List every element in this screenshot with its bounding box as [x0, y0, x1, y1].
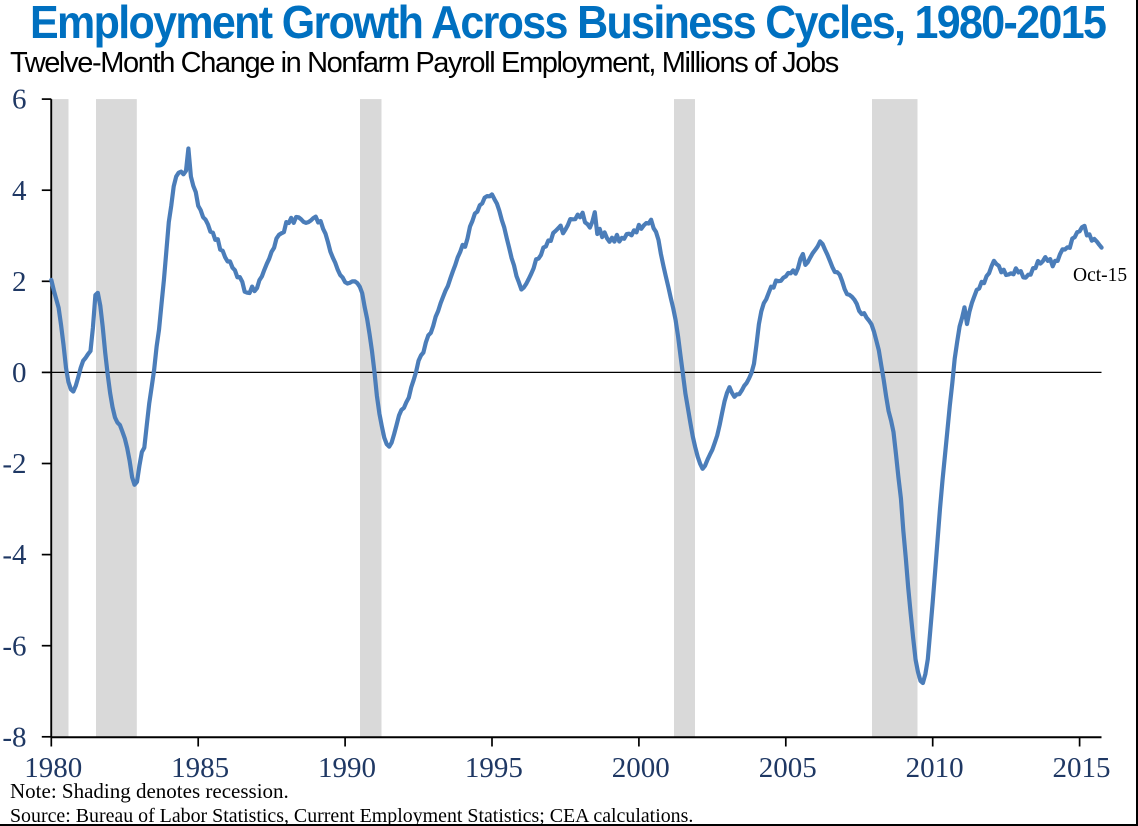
svg-text:-8: -8: [2, 721, 26, 753]
svg-text:0: 0: [12, 357, 27, 389]
svg-text:Oct-15: Oct-15: [1073, 265, 1127, 286]
svg-text:1980: 1980: [24, 752, 82, 784]
svg-text:2015: 2015: [1053, 752, 1111, 784]
svg-text:2: 2: [12, 266, 27, 298]
svg-text:2010: 2010: [906, 752, 964, 784]
svg-text:1985: 1985: [171, 752, 229, 784]
svg-text:-6: -6: [2, 630, 26, 662]
svg-text:4: 4: [12, 175, 27, 207]
svg-text:2000: 2000: [612, 752, 670, 784]
svg-text:-4: -4: [2, 539, 27, 571]
svg-text:1995: 1995: [465, 752, 523, 784]
svg-text:6: 6: [12, 84, 27, 116]
svg-text:2005: 2005: [759, 752, 817, 784]
svg-text:-2: -2: [2, 448, 26, 480]
svg-text:1990: 1990: [318, 752, 376, 784]
